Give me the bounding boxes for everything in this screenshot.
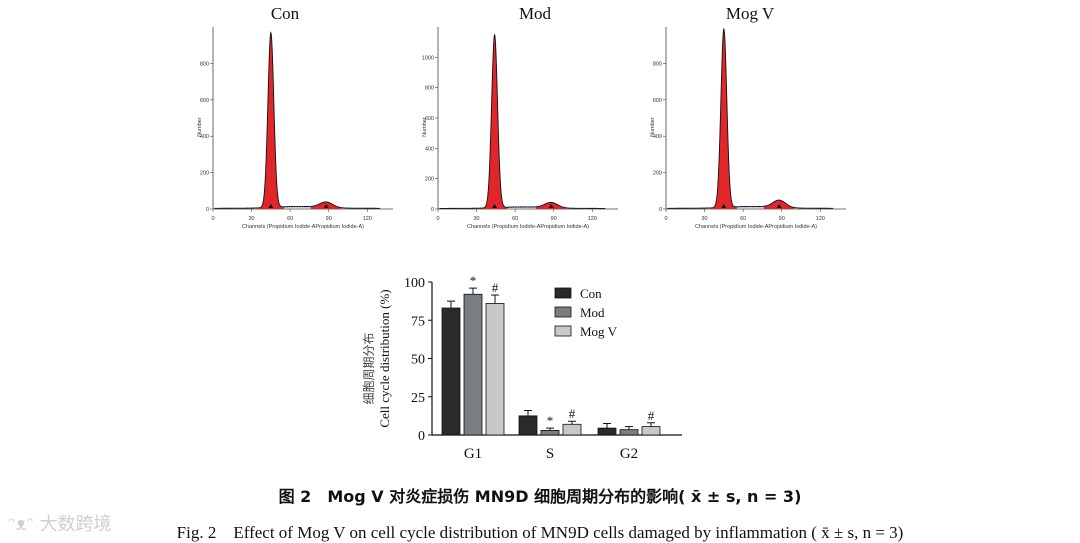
y-tick-label: 200 (425, 177, 434, 183)
x-tick-label: 120 (816, 216, 825, 222)
g1-peak-fill (711, 29, 737, 209)
significance-marker: # (492, 280, 499, 295)
histogram-title-mogv: Mog V (725, 4, 775, 23)
legend-swatch-mogv (554, 325, 572, 337)
y-tick-label: 600 (653, 98, 662, 104)
s-phase-fit-line (502, 203, 544, 209)
y-axis-label-chinese: 细胞周期分布 (362, 332, 376, 404)
g1-peak-fill (481, 34, 508, 209)
y-tick-label: 25 (411, 391, 425, 406)
bar-mod-g1 (463, 293, 483, 436)
cell-cycle-bar-chart: 0 25 50 75 100 Cell cycle distribution (%)细胞周… (362, 273, 682, 462)
y-tick-label: 0 (431, 207, 434, 213)
peak-marker-icon (323, 204, 329, 208)
y-tick-label: 200 (200, 171, 209, 177)
significance-marker: # (569, 406, 576, 421)
histogram-mod: 0 200 400 600 800 1000 0 30 60 90 120 Channels (Pro… (422, 27, 618, 230)
g1-peak-fill (258, 32, 284, 209)
x-tick-label: 120 (588, 216, 597, 222)
bar-con-g2 (597, 427, 617, 436)
y-tick-label: 800 (200, 61, 209, 67)
histogram-outline (439, 33, 606, 209)
x-tick-label: 0 (664, 216, 667, 222)
bar-mod-s (540, 430, 560, 436)
peak-marker-icon (721, 204, 727, 208)
histogram-title-con: Con (270, 4, 300, 23)
y-tick-label: 200 (653, 171, 662, 177)
s-phase-fit-line (278, 203, 319, 208)
y-tick-label: 800 (425, 86, 434, 92)
x-tick-label: 90 (551, 216, 557, 222)
figure-caption-english: Fig. 2 Effect of Mog V on cell cycle dis… (176, 523, 904, 542)
x-tick-label: 30 (702, 216, 708, 222)
x-tick-label: 0 (436, 216, 439, 222)
histogram-con: 0 200 400 600 800 0 30 60 90 120 Channels (Propidi… (197, 27, 393, 230)
bar-con-s (518, 415, 538, 436)
x-category-label: G2 (620, 446, 638, 462)
x-tick-label: 30 (249, 216, 255, 222)
peak-marker-icon (776, 204, 782, 208)
bar-con-g1 (441, 307, 461, 436)
y-tick-label: 0 (659, 207, 662, 213)
y-tick-label: 50 (411, 353, 425, 368)
histogram-outline (667, 27, 834, 209)
y-axis-label: Number (422, 117, 428, 137)
histogram-title-mod: Mod (518, 4, 552, 23)
legend-label: Mod (580, 305, 605, 320)
y-tick-label: 600 (200, 98, 209, 104)
s-phase-fit-line (731, 203, 772, 208)
bar-mod-g2 (619, 429, 639, 436)
legend-swatch-mod (554, 306, 572, 318)
y-tick-label: 400 (653, 134, 662, 140)
y-tick-label: 100 (404, 276, 425, 291)
watermark: ᵔᴥᵔ 大数跨境 (8, 510, 112, 536)
significance-marker: * (470, 273, 477, 288)
watermark-text: 大数跨境 (39, 514, 112, 535)
x-tick-label: 60 (512, 216, 518, 222)
y-tick-label: 0 (206, 207, 209, 213)
significance-marker: * (547, 413, 554, 428)
y-axis-label: Number (197, 117, 203, 137)
x-axis-label: Channels (Propidium Iodide-APropidium Io… (467, 224, 589, 230)
legend-label: Mog V (580, 324, 618, 339)
peak-marker-icon (548, 204, 554, 208)
x-tick-label: 0 (211, 216, 214, 222)
figure-caption-chinese: 图 2 Mog V 对炎症损伤 MN9D 细胞周期分布的影响( x̄ ± s, … (278, 487, 802, 506)
bar-mogv-g1 (485, 303, 505, 436)
watermark-logo-icon: ᵔᴥᵔ (8, 514, 34, 535)
legend-label: Con (580, 286, 602, 301)
x-tick-label: 60 (287, 216, 293, 222)
x-axis-label: Channels (Propidium Iodide-APropidium Io… (242, 224, 364, 230)
x-tick-label: 90 (779, 216, 785, 222)
x-tick-label: 120 (363, 216, 372, 222)
significance-marker: # (648, 408, 655, 423)
y-axis-label: Cell cycle distribution (%) (377, 289, 392, 427)
x-category-label: G1 (464, 446, 482, 462)
bar-mogv-s (562, 423, 582, 436)
peak-marker-icon (268, 204, 274, 208)
y-tick-label: 0 (418, 429, 425, 444)
histogram-outline (214, 31, 381, 209)
y-tick-label: 75 (411, 314, 425, 329)
x-axis-label: Channels (Propidium Iodide-APropidium Io… (695, 224, 817, 230)
x-tick-label: 60 (740, 216, 746, 222)
y-axis-label: Number (650, 117, 656, 137)
legend-swatch-con (554, 287, 572, 299)
peak-marker-icon (492, 204, 498, 208)
x-tick-label: 30 (474, 216, 480, 222)
x-category-label: S (546, 446, 554, 462)
y-tick-label: 400 (200, 134, 209, 140)
x-tick-label: 90 (326, 216, 332, 222)
y-tick-label: 400 (425, 146, 434, 152)
y-tick-label: 1000 (422, 55, 434, 61)
y-tick-label: 600 (425, 116, 434, 122)
y-tick-label: 800 (653, 61, 662, 67)
bar-mogv-g2 (641, 426, 661, 436)
histogram-mogv: 0 200 400 600 800 0 30 60 90 120 Channels (Propidi… (650, 27, 846, 230)
